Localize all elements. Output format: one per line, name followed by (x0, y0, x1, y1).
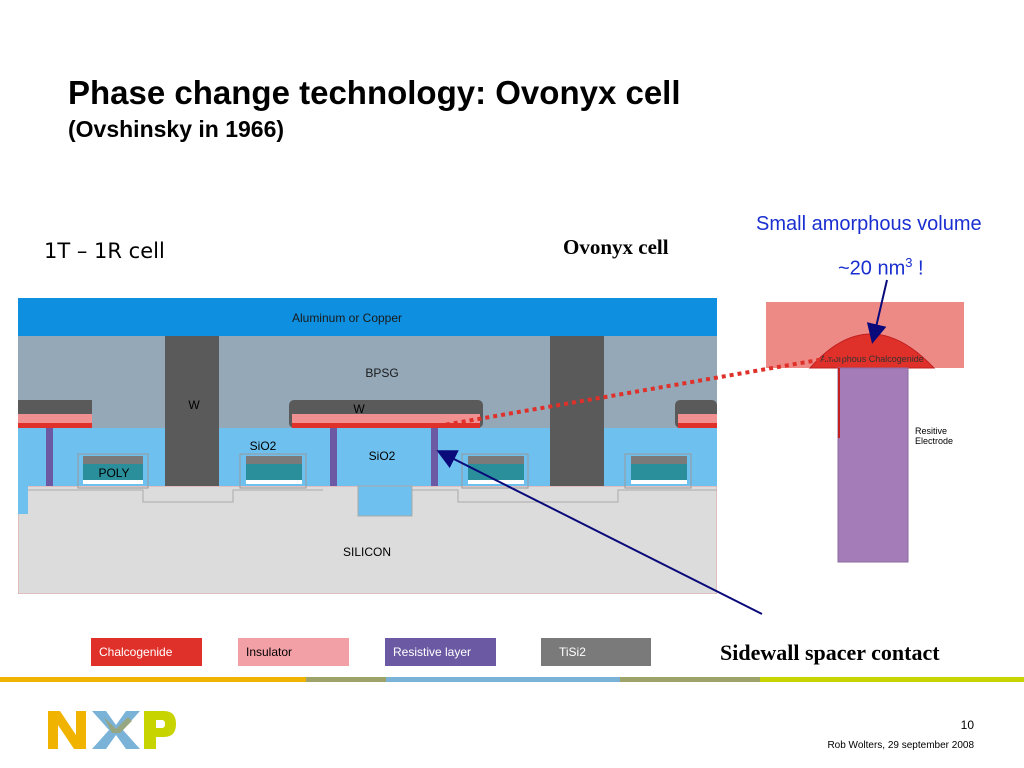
volume-exclamation: ! (912, 257, 924, 280)
volume-exponent: 3 (905, 255, 913, 270)
resistive-spacer-1 (46, 428, 53, 486)
volume-value-text: ~20 nm (838, 257, 906, 280)
footer-credit: Rob Wolters, 29 september 2008 (827, 740, 974, 751)
chalcogenide-line-left (18, 423, 92, 428)
resistive-spacer-2 (330, 428, 337, 486)
sio2-label-center: SiO2 (369, 449, 396, 463)
metal-layer (18, 298, 717, 336)
sidewall-label: Sidewall spacer contact (720, 640, 940, 665)
chalcogenide-strip-right (678, 414, 717, 423)
volume-arrow (866, 279, 888, 344)
metal-label: Aluminum or Copper (292, 311, 402, 325)
chalcogenide-strip-left (18, 414, 92, 423)
poly-label: POLY (98, 466, 129, 480)
resistive-electrode (837, 367, 909, 563)
tungsten-plug-right (550, 336, 604, 486)
slide-title: Phase change technology: Ovonyx cell (68, 74, 681, 111)
ovonyx-detail-diagram: Amorphous Chalcogenide Resitive Electrod… (766, 302, 964, 563)
gate-stack-2 (239, 453, 307, 489)
gate-stack-3 (461, 453, 529, 489)
electrode-label-line2: Electrode (915, 436, 953, 446)
sio2-label-left: SiO2 (250, 439, 277, 453)
legend-resistive-layer: Resistive layer (385, 638, 496, 666)
amorphous-volume-annotation: Small amorphous volume (756, 213, 982, 235)
tungsten-label-center: W (353, 402, 365, 416)
tungsten-label-left: W (188, 398, 200, 412)
tungsten-plug-left (165, 336, 219, 486)
diffusion-outline-left (28, 489, 323, 503)
trench-left (18, 486, 28, 514)
chalcogenide-line-center (292, 423, 480, 428)
volume-value-annotation: ~20 nm3 ! (838, 255, 924, 281)
gate-stack-1 (77, 453, 149, 489)
cell-type-label: 1T – 1R cell (44, 239, 165, 263)
legend-chalcogenide: Chalcogenide (91, 638, 202, 666)
footer-stripe-olive (306, 677, 386, 682)
cross-section-diagram: Aluminum or Copper BPSG W W SiO2 SiO2 PO… (18, 298, 717, 594)
resistive-spacer-3 (431, 428, 438, 486)
chalcogenide-strip-center (292, 414, 480, 423)
electrode-edge (838, 368, 840, 438)
gate-stack-4 (624, 453, 692, 489)
page-number: 10 (960, 718, 974, 732)
legend-tisi2: TiSi2 (541, 638, 651, 666)
footer-stripe-yellow (0, 677, 306, 682)
bpsg-label: BPSG (365, 366, 398, 380)
silicon-label: SILICON (343, 545, 391, 559)
slide-subtitle: (Ovshinsky in 1966) (68, 116, 285, 142)
electrode-label-line1: Resitive (915, 426, 947, 436)
trench-center (357, 485, 413, 517)
chalcogenide-label: Amorphous Chalcogenide (820, 354, 924, 364)
ovonyx-cell-label: Ovonyx cell (563, 235, 669, 259)
chalcogenide-line-right (678, 423, 717, 428)
legend-insulator: Insulator (238, 638, 349, 666)
footer-stripe-blue (386, 677, 620, 682)
sidewall-arrow (436, 450, 763, 615)
dotted-connector (437, 348, 877, 428)
footer-stripe-lime (760, 677, 1024, 682)
footer-stripe-olive-2 (620, 677, 760, 682)
nxp-logo (48, 711, 176, 749)
